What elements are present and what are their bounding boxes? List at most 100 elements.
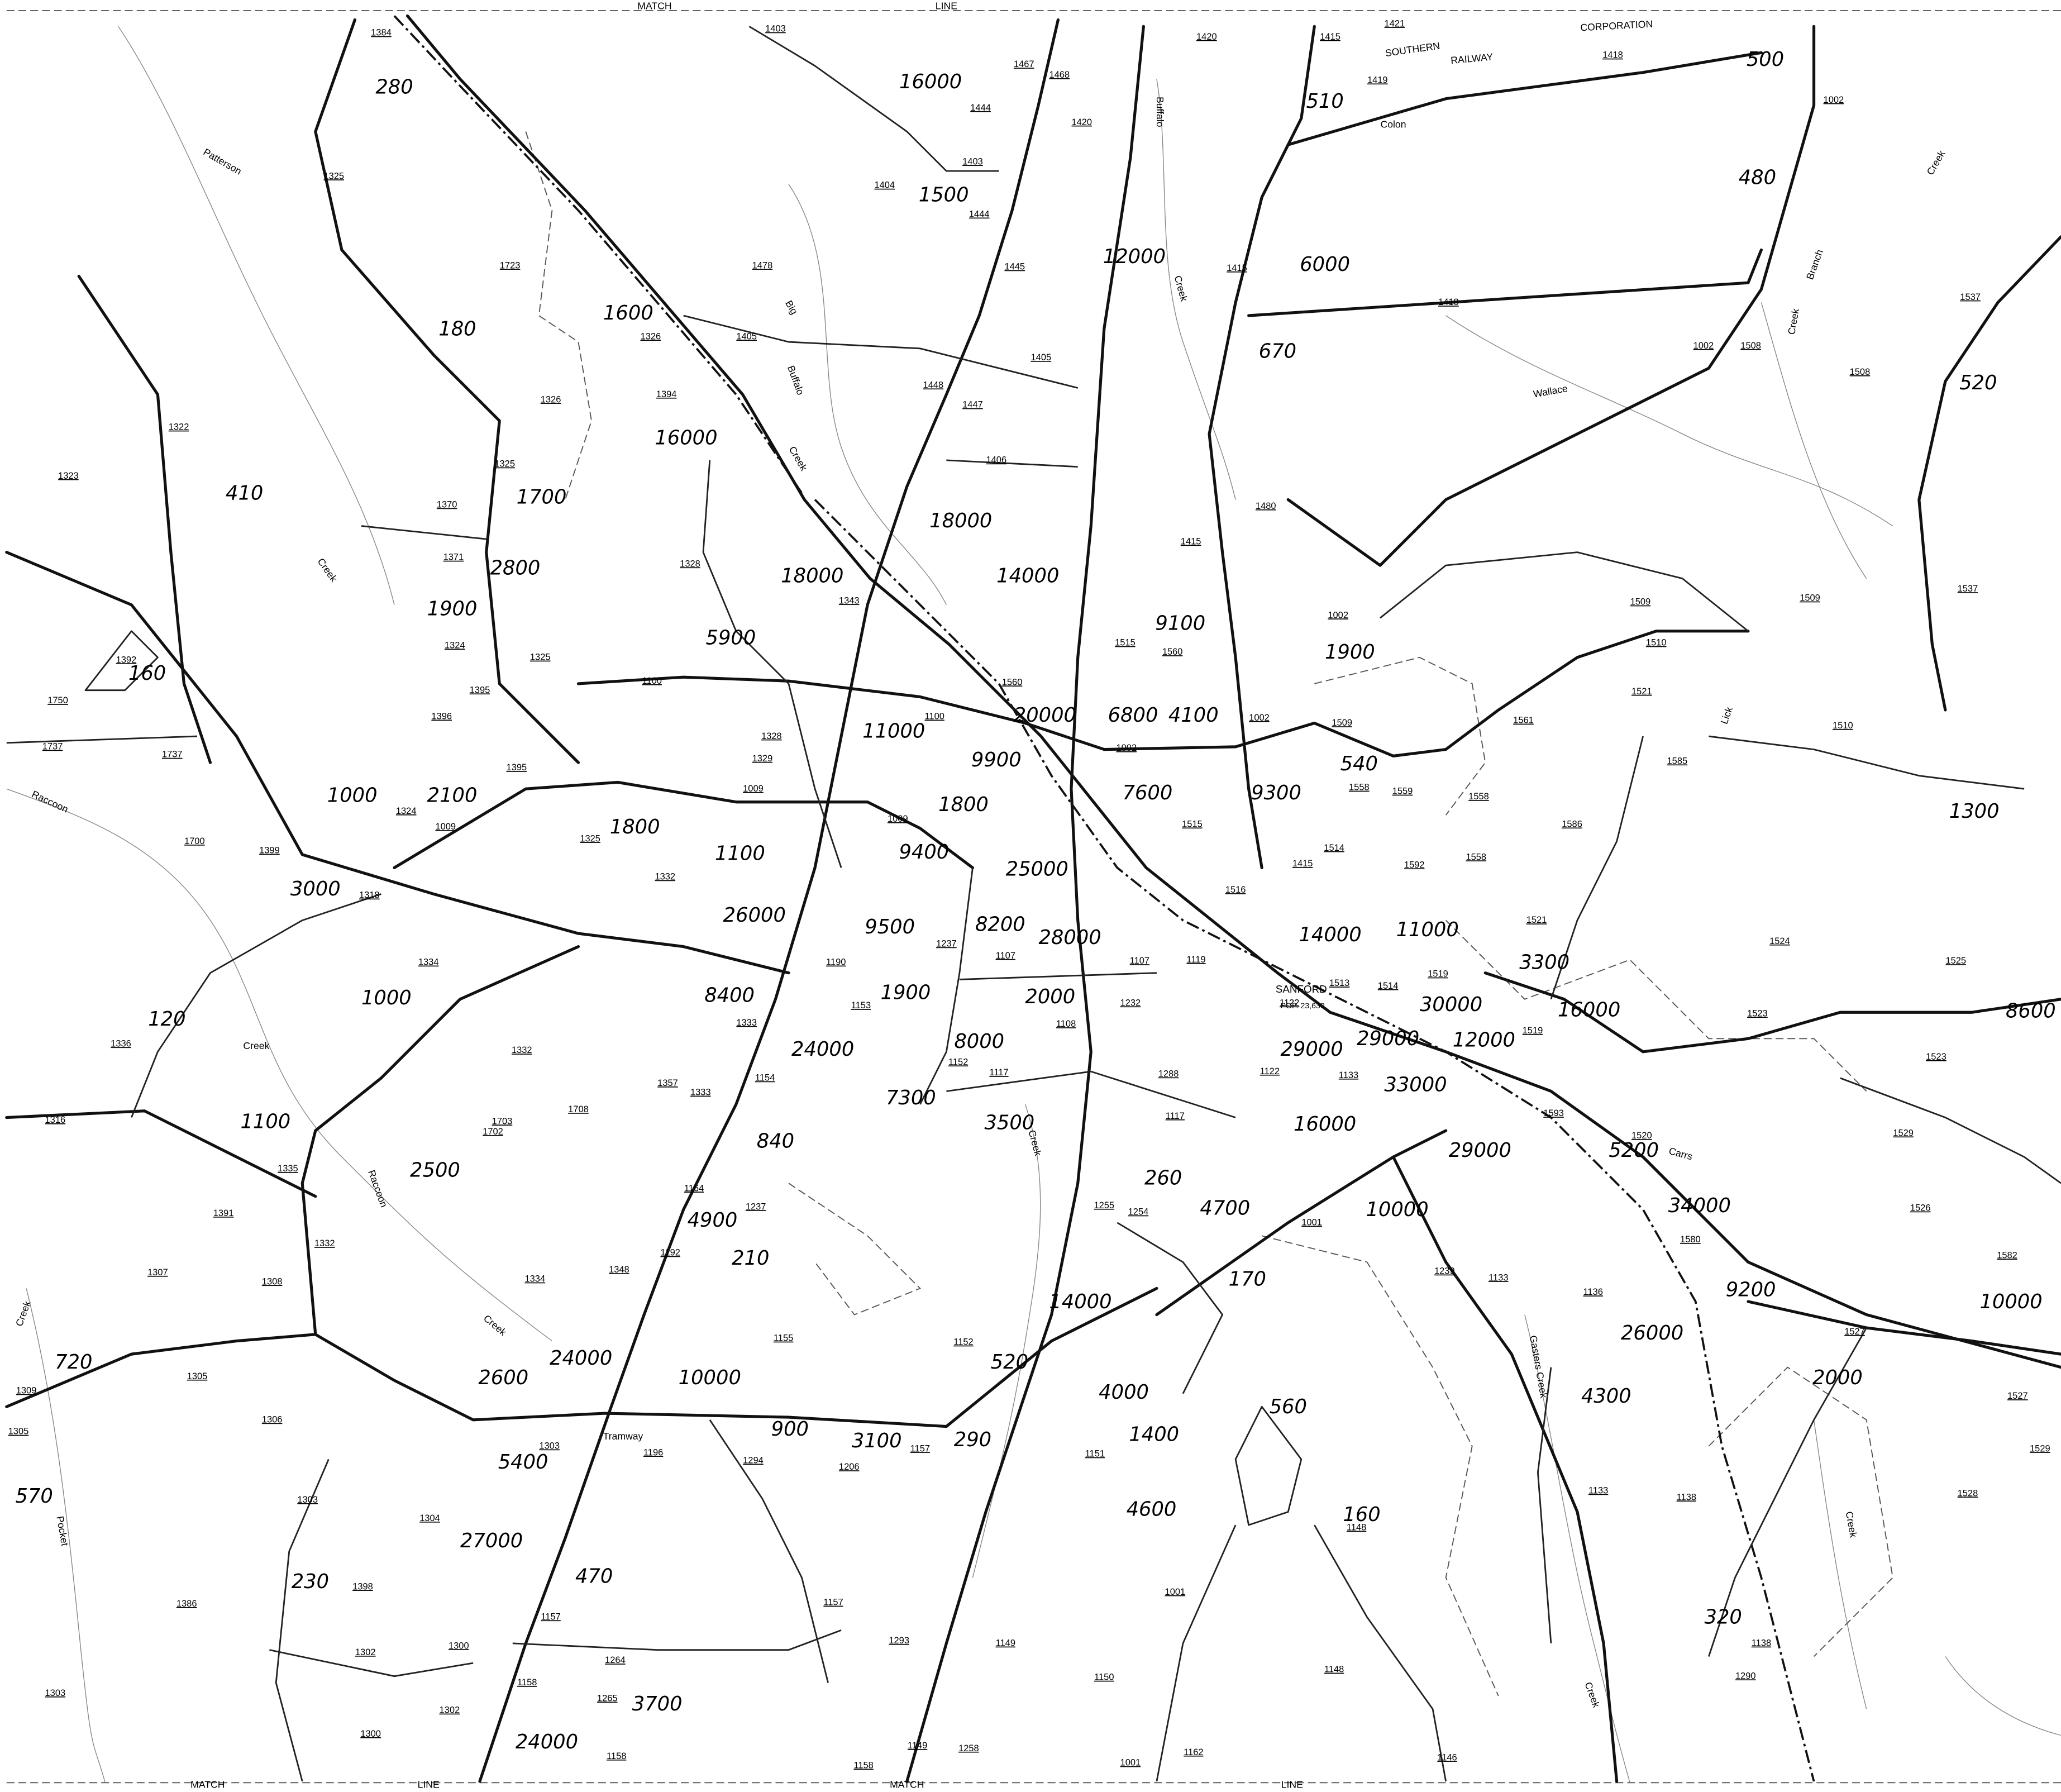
railroad — [814, 499, 1815, 1782]
map-label: LINE — [936, 1, 957, 12]
route-number: 1304 — [419, 1513, 440, 1523]
traffic-count: 540 — [1340, 752, 1378, 775]
route-number: 1318 — [359, 890, 380, 900]
traffic-count: 210 — [732, 1247, 769, 1270]
traffic-count: 1500 — [919, 183, 969, 206]
traffic-count: 20000 — [1014, 704, 1076, 727]
traffic-count: 14000 — [1299, 923, 1361, 946]
population: POP. 23,630 — [1281, 1001, 1325, 1010]
route-number: 1294 — [743, 1455, 764, 1465]
creek — [118, 26, 395, 605]
road — [919, 868, 974, 1105]
route-number: 1148 — [1347, 1522, 1366, 1532]
route-number: 1152 — [948, 1057, 968, 1067]
traffic-count: 7600 — [1123, 781, 1173, 804]
traffic-count: 2100 — [427, 784, 478, 807]
route-number: 1445 — [1004, 262, 1025, 272]
traffic-count: 8400 — [704, 984, 755, 1007]
road — [576, 675, 1106, 751]
traffic-count: 1300 — [1949, 800, 2000, 823]
route-number: 1254 — [1128, 1207, 1149, 1217]
traffic-count: 9300 — [1251, 781, 1301, 804]
route-number: 1148 — [1324, 1665, 1344, 1675]
map-label: Creek — [243, 1040, 269, 1051]
traffic-count: 6000 — [1300, 253, 1350, 276]
traffic-count: 29000 — [1449, 1139, 1511, 1162]
route-number: 1523 — [1747, 1008, 1768, 1018]
route-number: 1158 — [607, 1751, 626, 1761]
route-number: 1703 — [492, 1116, 513, 1126]
route-number: 1009 — [888, 814, 908, 824]
route-number: 1001 — [1165, 1587, 1186, 1597]
route-number: 1107 — [1130, 956, 1149, 966]
route-number: 1002 — [1328, 610, 1348, 620]
route-number: 1264 — [605, 1655, 626, 1665]
route-number: 1558 — [1349, 783, 1370, 793]
traffic-count: 10000 — [679, 1366, 741, 1389]
traffic-count: 29000 — [1357, 1027, 1419, 1050]
route-number: 1524 — [1769, 936, 1790, 946]
traffic-count: 16000 — [1558, 998, 1620, 1021]
traffic-count: 4700 — [1200, 1197, 1250, 1220]
route-number: 1190 — [826, 957, 846, 968]
traffic-count: 16000 — [655, 427, 717, 450]
traffic-count: 24000 — [516, 1731, 578, 1753]
road — [1117, 1222, 1223, 1394]
route-number: 1371 — [443, 552, 464, 563]
traffic-count: 26000 — [723, 904, 786, 927]
road — [300, 945, 580, 1336]
route-number: 1293 — [889, 1636, 909, 1646]
road — [1328, 1011, 2061, 1369]
route-number: 1515 — [1115, 638, 1136, 648]
traffic-count: 230 — [292, 1570, 329, 1593]
route-number: 1002 — [1693, 341, 1714, 351]
traffic-count: 10000 — [1979, 1290, 2042, 1313]
route-number: 1513 — [1329, 978, 1350, 988]
traffic-count: 170 — [1229, 1268, 1266, 1291]
route-number: 1149 — [908, 1741, 927, 1751]
traffic-count: 3100 — [852, 1429, 902, 1452]
traffic-count: 8000 — [954, 1030, 1004, 1053]
route-number: 1107 — [996, 951, 1015, 961]
route-number: 1157 — [541, 1612, 560, 1622]
route-number: 1002 — [1249, 713, 1270, 723]
road — [5, 1286, 1158, 1428]
route-number: 1398 — [352, 1581, 373, 1591]
road — [478, 18, 1060, 1783]
route-number: 1527 — [1844, 1327, 1865, 1337]
route-number: 1723 — [500, 260, 521, 270]
creek — [6, 788, 552, 1342]
traffic-count: 1100 — [240, 1110, 290, 1133]
route-number: 1302 — [440, 1705, 460, 1715]
route-number: 1306 — [262, 1415, 283, 1425]
road — [1707, 1327, 1867, 1657]
route-number: 1117 — [989, 1067, 1008, 1078]
boundary — [1314, 656, 1486, 816]
traffic-count: 9200 — [1726, 1279, 1776, 1302]
traffic-count: 12000 — [1103, 245, 1166, 268]
road — [946, 459, 1078, 468]
route-number: 1332 — [655, 872, 675, 882]
traffic-count: 1000 — [327, 784, 378, 807]
traffic-count: 290 — [954, 1428, 991, 1451]
road — [683, 314, 1079, 389]
map-label: MATCH — [890, 1779, 924, 1790]
map-label: MATCH — [190, 1779, 225, 1790]
traffic-count: 670 — [1259, 340, 1296, 363]
route-number: 1480 — [1256, 501, 1276, 511]
route-number: 1357 — [657, 1078, 678, 1088]
route-number: 1510 — [1833, 721, 1853, 731]
route-number: 1537 — [1958, 584, 1978, 594]
route-number: 1399 — [259, 846, 280, 856]
route-number: 1009 — [435, 822, 456, 832]
route-number: 1418 — [1438, 297, 1459, 307]
road — [275, 1459, 330, 1782]
road — [1840, 1077, 2061, 1184]
route-number: 1528 — [1958, 1488, 1978, 1498]
boundary — [1445, 919, 1867, 1092]
route-number: 1001 — [1301, 1218, 1322, 1228]
route-number: 1237 — [746, 1202, 766, 1212]
route-number: 1146 — [1437, 1752, 1457, 1762]
route-number: 1514 — [1324, 843, 1344, 853]
